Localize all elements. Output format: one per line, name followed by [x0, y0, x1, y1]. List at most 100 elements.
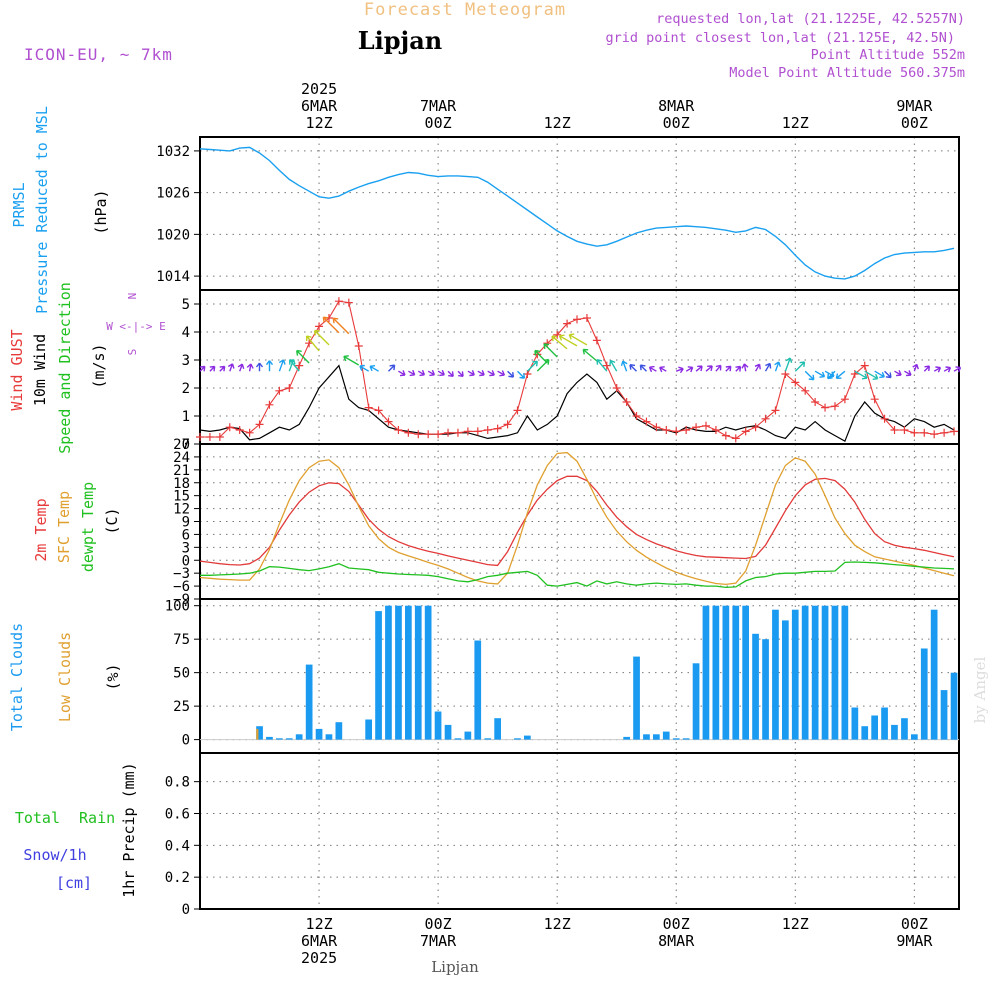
gust-marker-15 [344, 298, 353, 307]
total-cloud-bar-12 [315, 728, 323, 740]
total-cloud-bar-65 [841, 605, 849, 740]
grid-point: grid point closest lon,lat (21.125E, 42.… [606, 30, 956, 46]
pressure-ytick-label-1: 1020 [156, 227, 190, 243]
wind-ytick-label-4: 4 [182, 325, 190, 341]
gust-marker-1 [205, 433, 214, 441]
gust-marker-39 [582, 314, 591, 322]
gust-marker-31 [503, 420, 512, 429]
wind-dir-arrow-31 [507, 370, 515, 378]
total-cloud-bar-29 [484, 738, 492, 740]
temp-ytick-label-7: 12 [173, 502, 190, 518]
bottom-time-label-0-2: 2025 [301, 949, 337, 967]
gust-marker-63 [821, 403, 830, 412]
bottom-time-label-3-0: 00Z [663, 915, 690, 933]
total-cloud-bar-18 [375, 611, 382, 740]
gust-marker-17 [364, 403, 373, 412]
wind-unit: (m/s) [90, 343, 108, 388]
wind-dir-arrow-18 [369, 365, 379, 372]
requested-point: requested lon,lat (21.1225E, 42.5257N) [656, 11, 965, 27]
gust-marker-24 [434, 430, 443, 439]
wind-dir-arrow-4 [237, 363, 245, 372]
gust-marker-29 [483, 426, 492, 434]
total-cloud-bar-71 [901, 718, 908, 740]
total-cloud-bar-58 [772, 609, 779, 740]
top-time-label-2-0: 12Z [544, 114, 571, 132]
wind-dir-arrow-10 [288, 359, 300, 372]
total-cloud-bar-70 [891, 724, 898, 740]
total-cloud-bar-72 [911, 734, 918, 740]
total-cloud-bar-56 [752, 633, 759, 740]
compass-east-west: W <-|-> E [106, 320, 166, 333]
gust-marker-47 [662, 426, 671, 434]
pressure-ytick-label-0: 1014 [156, 269, 190, 285]
gust-marker-43 [622, 398, 631, 406]
wind-dir-arrow-17 [359, 364, 370, 372]
bottom-time-label-1-0: 00Z [425, 915, 452, 933]
gust-marker-50 [692, 423, 701, 432]
point-altitude: Point Altitude 552m [811, 47, 965, 63]
wind-dir-arrow-19 [388, 364, 396, 372]
wind-dir-arrow-72 [912, 363, 919, 372]
gust-marker-30 [493, 424, 502, 433]
gust-marker-26 [453, 428, 462, 437]
top-time-label-0-2: 12Z [306, 114, 333, 132]
gust-marker-71 [900, 426, 909, 434]
wind-dir-arrow-28 [477, 370, 485, 377]
gust-marker-42 [612, 384, 621, 392]
gust-marker-19 [384, 417, 393, 426]
wind-dir-arrow-2 [219, 365, 226, 372]
gust-marker-76 [950, 427, 959, 436]
wind-dir-arrow-1 [209, 365, 216, 372]
gust-marker-41 [602, 361, 611, 370]
bottom-time-label-5-1: 9MAR [896, 932, 933, 950]
wind-dir-arrow-62 [814, 370, 826, 378]
gust-marker-62 [811, 398, 820, 406]
wind-dir-arrow-58 [774, 361, 781, 372]
wind-dir-arrow-71 [904, 370, 912, 377]
wind-dir-arrow-59 [784, 357, 793, 372]
total-cloud-bar-25 [444, 724, 452, 740]
cloud-ytick-label-0: 0 [182, 733, 190, 749]
bottom-time-label-2-0: 12Z [544, 915, 571, 933]
total-cloud-bar-11 [305, 664, 313, 740]
total-cloud-bar-68 [871, 715, 878, 740]
wind-ytick-label-1: 1 [182, 409, 190, 425]
gust-marker-36 [553, 330, 562, 339]
bottom-time-label-0-1: 6MAR [301, 932, 338, 950]
wind-dir-arrow-68 [874, 370, 885, 379]
gust-marker-64 [830, 402, 839, 411]
gust-marker-5 [245, 428, 254, 437]
temp-ytick-label-2: −3 [173, 566, 190, 582]
wind-dir-arrow-43 [620, 360, 628, 372]
top-time-label-3-1: 00Z [663, 114, 690, 132]
gust-marker-10 [295, 361, 304, 370]
wind-dir-arrow-36 [543, 343, 558, 358]
wind-dir-arrow-61 [804, 370, 815, 381]
gust-marker-61 [801, 386, 810, 395]
gust-marker-59 [781, 370, 790, 378]
wind-dir-arrow-46 [648, 365, 657, 373]
compass-south: S [126, 349, 139, 356]
wind-label-speed-dir: Speed and Direction [56, 282, 74, 454]
location-title: Lipjan [358, 26, 442, 55]
temp-ytick-label-8: 15 [173, 489, 190, 505]
cloud-labels: Total Clouds Low Clouds (%) [8, 623, 122, 731]
gust-marker-38 [573, 315, 582, 324]
wind-ytick-label-3: 3 [182, 353, 190, 369]
total-cloud-bar-61 [801, 605, 809, 740]
gust-marker-51 [702, 421, 710, 430]
total-cloud-bar-75 [940, 690, 948, 740]
temp-ytick-label-6: 9 [182, 515, 190, 531]
bottom-time-label-3-1: 8MAR [658, 932, 695, 950]
total-cloud-bar-62 [811, 605, 819, 740]
wind-ytick-label-0: 0 [182, 437, 190, 453]
wind-dir-arrow-37 [551, 335, 568, 350]
gust-marker-35 [543, 339, 552, 348]
total-cloud-bar-53 [722, 605, 730, 740]
gust-marker-16 [354, 342, 363, 350]
wind-label-10m: 10m Wind [31, 334, 49, 406]
cloud-unit: (%) [104, 663, 122, 690]
top-time-label-4-0: 12Z [782, 114, 809, 132]
gust-marker-49 [682, 426, 691, 434]
total-cloud-bar-66 [851, 707, 859, 740]
